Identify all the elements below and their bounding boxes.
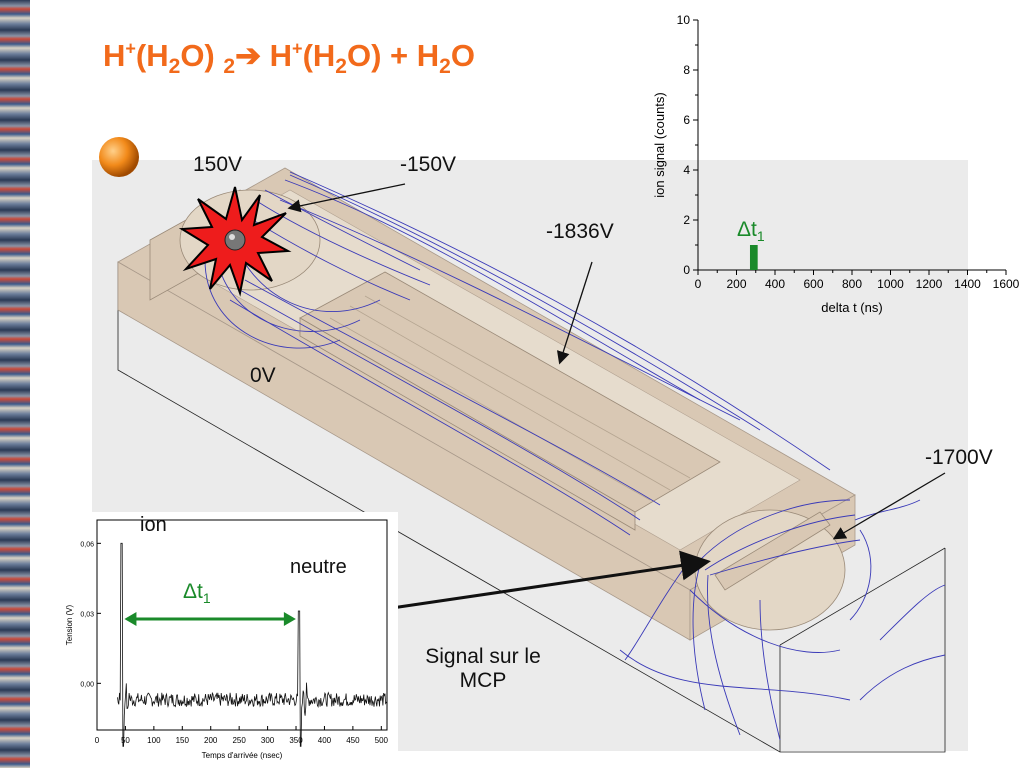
label-neutre: neutre (290, 556, 347, 578)
scope-signal-line (117, 542, 388, 747)
dt-arrow-head-right (283, 612, 296, 626)
scope-y-tick-label: 0,00 (80, 681, 94, 688)
histogram-y-tick-label: 2 (683, 213, 690, 227)
scope-y-label: Tension (V) (65, 604, 74, 645)
scope-x-tick-label: 250 (232, 736, 246, 745)
ion-source-ball (99, 137, 139, 177)
histogram-y-tick-label: 10 (677, 13, 691, 27)
histogram-y-label: ion signal (counts) (652, 92, 667, 198)
ion-signal-histogram: 0 200 400 600 800 1000 1200 1400 1600 0 2 4 6 8 10 delt… (652, 13, 1020, 315)
histogram-x-tick-label: 600 (803, 277, 823, 291)
arrow-minus150 (287, 183, 406, 213)
scope-x-tick-label: 200 (204, 736, 218, 745)
scope-x-tick-label: 100 (147, 736, 161, 745)
scope-dt-annotation: Δt1 (183, 580, 211, 607)
explosion-icon (178, 186, 292, 297)
histogram-bar (749, 245, 758, 270)
central-electrode (299, 271, 721, 531)
page-title: H+(H2O) 2➔ H+(H2O) + H2O (103, 38, 475, 79)
histogram-x-tick-label: 1400 (954, 277, 981, 291)
histogram-x-tick-label: 0 (695, 277, 702, 291)
photo-strip (0, 0, 30, 768)
scope-x-tick-label: 500 (375, 736, 389, 745)
scope-x-tick-label: 150 (176, 736, 190, 745)
arrow-minus1700 (832, 472, 946, 540)
scope-x-tick-label: 400 (318, 736, 332, 745)
histogram-y-tick-label: 8 (683, 63, 690, 77)
histogram-dt-annotation: Δt1 (737, 218, 765, 245)
scope-y-tick-label: 0,03 (80, 611, 94, 618)
arrow-minus1836 (556, 261, 593, 365)
histogram-y-tick-label: 0 (683, 263, 690, 277)
box-wireframe (117, 262, 946, 753)
label-0v: 0V (250, 364, 276, 387)
histogram-y-tick-label: 6 (683, 113, 690, 127)
scope-x-tick-label: 300 (261, 736, 275, 745)
histogram-x-tick-label: 400 (765, 277, 785, 291)
label-minus150v: -150V (400, 153, 457, 176)
histogram-x-tick-label: 1600 (993, 277, 1020, 291)
scope-x-tick-label: 0 (95, 736, 100, 745)
scope-x-tick-label: 50 (121, 736, 130, 745)
histogram-x-tick-label: 1200 (916, 277, 943, 291)
dt-arrow-head-left (124, 612, 137, 626)
arrow-mcp (391, 550, 711, 610)
end-electrode-right (694, 509, 846, 631)
histogram-x-tick-label: 1000 (877, 277, 904, 291)
histogram-y-tick-label: 4 (683, 163, 690, 177)
scope-x-label: Temps d'arrivée (nsec) (202, 751, 283, 760)
histogram-x-label: delta t (ns) (821, 300, 882, 315)
histogram-x-tick-label: 200 (726, 277, 746, 291)
histogram-x-tick-label: 800 (842, 277, 862, 291)
field-lines (204, 171, 946, 741)
scope-y-tick-label: 0,06 (80, 541, 94, 548)
label-minus1700v: -1700V (925, 446, 993, 469)
scope-x-tick-label: 350 (289, 736, 303, 745)
label-minus1836v: -1836V (546, 220, 614, 243)
label-signal-mcp: Signal sur le MCP (425, 645, 541, 692)
oscilloscope-panel (62, 512, 398, 764)
label-150v: 150V (193, 153, 243, 176)
label-ion: ion (140, 514, 167, 536)
scope-x-tick-label: 450 (346, 736, 360, 745)
oscilloscope-trace: 0 50 100 150 200 250 300 350 400 450 500 0,00 0,03 0,… (65, 519, 389, 760)
scope-frame (96, 519, 388, 731)
